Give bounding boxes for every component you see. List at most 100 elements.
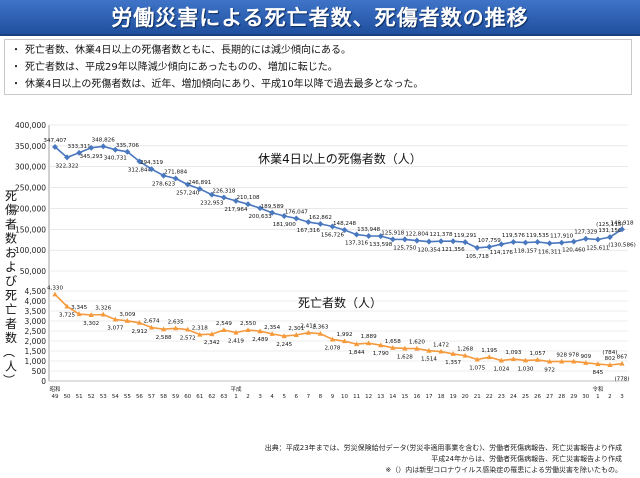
data-point: [413, 237, 420, 244]
data-point: [534, 357, 541, 362]
y-tick-label: 200,000: [15, 204, 46, 213]
source-notes: 出典：平成23年までは、労災保険給付データ(労災非適用事業を含む)、労働者死傷病…: [202, 443, 622, 476]
y-axis-label: 死傷者数および死亡者数︵人︶: [3, 189, 17, 388]
summary-box: 死亡者数、休業4日以上の死傷者数ともに、長期的には減少傾向にある。 死亡者数は、…: [4, 39, 632, 95]
data-point: [148, 324, 155, 330]
data-label: 127,329: [574, 230, 598, 236]
data-point: [329, 336, 336, 342]
y-tick-label: 50,000: [20, 267, 46, 276]
data-label: 1,357: [445, 360, 461, 366]
data-point: [172, 175, 179, 182]
x-tick-label: 25: [522, 394, 529, 400]
y-tick-label: 150,000: [15, 225, 46, 234]
x-tick-label: 20: [462, 394, 469, 400]
x-tick-label: 57: [148, 394, 155, 400]
x-tick-label: 14: [389, 394, 396, 400]
data-point: [582, 235, 589, 242]
data-label: 246,891: [188, 180, 212, 186]
x-tick-label: 61: [196, 394, 203, 400]
data-point: [510, 239, 517, 245]
data-label: 121,378: [429, 232, 453, 238]
data-label: 116,311: [538, 249, 562, 255]
x-tick-label: 52: [88, 394, 95, 400]
data-label: 1,024: [493, 367, 509, 373]
data-label: 232,953: [200, 201, 224, 207]
y-tick-label: 250,000: [15, 184, 46, 193]
data-point: [559, 358, 565, 364]
data-point: [64, 303, 70, 309]
data-point: [378, 342, 384, 348]
data-label: 2,572: [180, 336, 196, 342]
y-tick-label: 350,000: [15, 142, 46, 151]
y-tick-label: 400,000: [15, 121, 46, 130]
data-point: [414, 345, 420, 351]
data-label: 312,844: [128, 167, 152, 173]
data-point: [136, 319, 143, 325]
y-tick-label: 1,500: [25, 347, 47, 356]
data-label: 1,057: [530, 351, 546, 357]
x-tick-label: 53: [100, 394, 107, 400]
data-label: 322,322: [55, 163, 78, 169]
y-tick-label: 3,000: [25, 317, 47, 326]
data-point: [305, 329, 311, 335]
data-point: [498, 241, 505, 248]
footnote: 出典：平成23年までは、労災保険給付データ(労災非適用事業を含む)、労働者死傷病…: [264, 444, 622, 452]
x-tick-label: 29: [570, 394, 577, 400]
data-point: [402, 345, 408, 351]
y-tick-label: 3,500: [25, 307, 47, 316]
data-label: 348,826: [92, 137, 116, 143]
data-point: [220, 194, 227, 201]
data-label: 1,628: [397, 354, 413, 360]
data-point: [317, 330, 324, 336]
data-label: 107,759: [478, 238, 502, 244]
data-point: [462, 239, 469, 246]
data-point: [474, 244, 481, 251]
data-point: [583, 360, 589, 365]
summary-bullet: 休業4日以上の死傷者数は、近年、増加傾向にあり、平成10年以降で過去最多となった…: [11, 76, 625, 93]
data-label: 118,157: [514, 249, 538, 255]
data-label: 1,093: [505, 350, 521, 356]
data-label: 802: [605, 356, 616, 362]
x-tick-label: 3: [258, 394, 262, 400]
data-label: 1,844: [349, 350, 365, 356]
x-tick-label: 50: [64, 394, 71, 400]
x-tick-label: 54: [112, 394, 119, 400]
data-point: [486, 354, 492, 360]
x-tick-label: 3: [620, 394, 624, 400]
x-tick-label: 1: [596, 394, 600, 400]
data-label: 2,674: [144, 319, 160, 325]
x-tick-label: 2: [246, 394, 250, 400]
data-label: 867: [617, 355, 628, 361]
data-label: 181,900: [273, 222, 297, 228]
x-tick-label: 2: [608, 394, 612, 400]
data-point: [305, 219, 312, 226]
data-label-extra: (125,115): [596, 222, 624, 228]
data-point: [522, 239, 529, 246]
x-tick-label: 26: [534, 394, 541, 400]
data-label: 117,910: [550, 234, 574, 240]
x-tick-label: 7: [307, 394, 311, 400]
data-label: 189,589: [261, 204, 285, 210]
data-label: 119,535: [526, 233, 550, 239]
data-label: 257,240: [176, 191, 200, 197]
data-label: 2,588: [156, 335, 172, 341]
data-label: 2,549: [216, 321, 232, 327]
data-label: 2,414: [300, 324, 316, 330]
data-label: 176,047: [285, 209, 309, 215]
y-tick-label: 2,000: [25, 337, 47, 346]
data-point: [221, 327, 227, 333]
data-label: 347,407: [43, 138, 67, 144]
accident-trend-chart: 50,000 100,000 150,000 200,000 250,000 300,00…: [3, 121, 636, 400]
data-point: [293, 215, 300, 222]
x-tick-label: 5: [282, 394, 286, 400]
data-point: [450, 238, 457, 245]
x-tick-label: 9: [331, 394, 335, 400]
data-label: 1,889: [361, 334, 377, 340]
data-label: 1,790: [373, 351, 389, 357]
data-point: [245, 327, 251, 332]
x-tick-label: 18: [438, 394, 445, 400]
x-tick-label: 21: [474, 394, 481, 400]
data-label: 2,245: [276, 342, 292, 348]
x-tick-label: 8: [319, 394, 323, 400]
y-tick-label: 500: [32, 367, 47, 376]
